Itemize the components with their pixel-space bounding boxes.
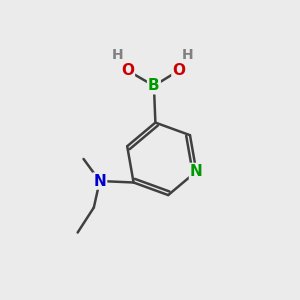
Text: N: N (93, 173, 106, 188)
Text: H: H (111, 48, 123, 62)
Text: N: N (190, 164, 203, 179)
Text: O: O (172, 63, 185, 78)
Text: O: O (121, 63, 134, 78)
Text: H: H (182, 48, 194, 62)
Text: B: B (148, 78, 160, 93)
